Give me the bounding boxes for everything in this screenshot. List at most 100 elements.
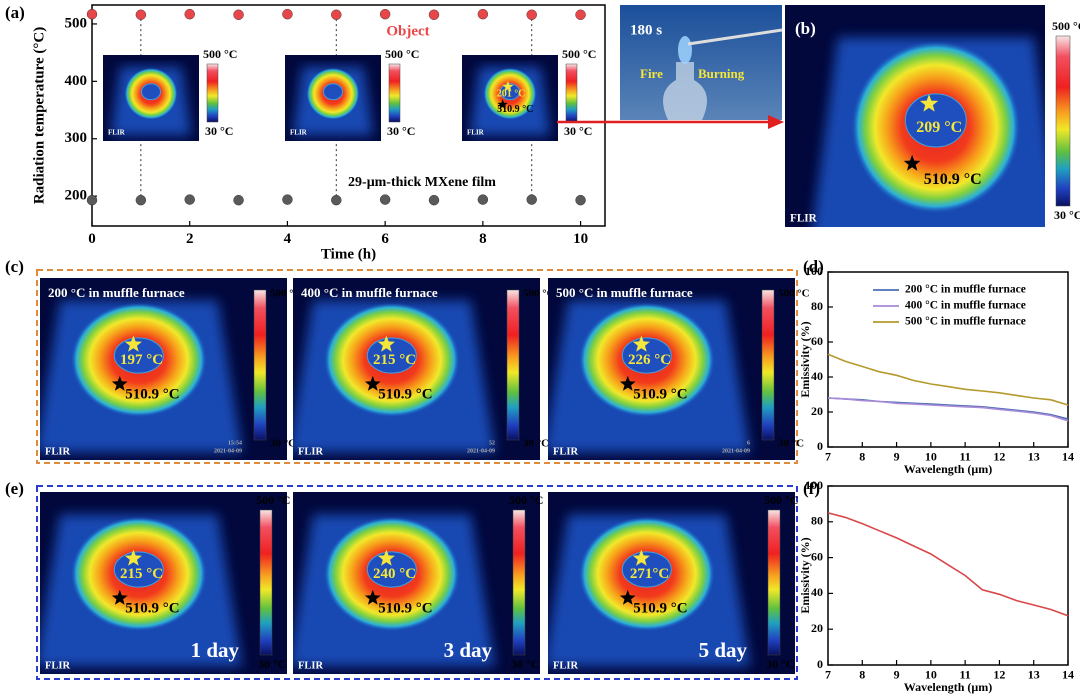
color-bar bbox=[253, 289, 267, 441]
x-tick-label: 14 bbox=[1062, 668, 1074, 682]
edge-temperature: 510.9 °C bbox=[378, 387, 432, 403]
center-temperature: 209 °C bbox=[916, 119, 962, 136]
x-tick-label: 9 bbox=[894, 668, 900, 682]
star-marker bbox=[903, 154, 921, 171]
camera-brand: FLIR bbox=[298, 660, 324, 671]
time-stamp: 2021-04-09 bbox=[467, 448, 495, 454]
data-point bbox=[135, 9, 147, 20]
star-marker bbox=[364, 589, 381, 605]
panel-label: (b) bbox=[795, 19, 816, 38]
flame bbox=[678, 36, 692, 64]
legend-label: 400 °C in muffle furnace bbox=[905, 300, 1026, 312]
data-point bbox=[233, 9, 244, 20]
series-annotation: 29-μm-thick MXene film bbox=[348, 175, 496, 190]
thermal-center bbox=[366, 337, 417, 374]
x-tick-label: 12 bbox=[993, 450, 1005, 464]
thermal-center bbox=[113, 337, 164, 374]
x-tick-label: 7 bbox=[825, 450, 831, 464]
color-bar-min: 30 °C bbox=[205, 124, 233, 138]
x-tick-label: 14 bbox=[1062, 450, 1074, 464]
star-marker bbox=[111, 375, 128, 391]
thermal-center bbox=[621, 337, 672, 374]
camera-brand: FLIR bbox=[298, 446, 324, 457]
data-point bbox=[477, 8, 489, 20]
center-temperature: 197 °C bbox=[120, 352, 163, 368]
y-axis-title: Emissivity (%) bbox=[798, 321, 812, 397]
star-marker bbox=[632, 335, 650, 352]
color-bar-max: 500 °C bbox=[764, 493, 798, 507]
y-tick-label: 80 bbox=[811, 299, 823, 313]
edge-temperature: 510.9 °C bbox=[924, 171, 982, 188]
thermal-center bbox=[904, 93, 967, 148]
legend-label: 500 °C in muffle furnace bbox=[905, 316, 1026, 328]
center-temperature: 240 °C bbox=[373, 566, 416, 582]
thermal-image: 209 °C 510.9 °C FLIR bbox=[785, 5, 1045, 227]
color-bar-min: 30 °C bbox=[564, 124, 592, 138]
time-stamp: 2021-04-09 bbox=[214, 448, 242, 454]
panel-label: (a) bbox=[5, 3, 25, 22]
star-marker bbox=[632, 549, 650, 566]
x-tick-label: 10 bbox=[925, 668, 937, 682]
x-tick-label: 8 bbox=[479, 231, 487, 247]
color-bar bbox=[512, 509, 526, 656]
y-tick-label: 40 bbox=[811, 585, 823, 599]
x-tick-label: 7 bbox=[825, 668, 831, 682]
color-bar-max: 500 °C bbox=[203, 47, 237, 61]
edge-temperature: 510.9 °C bbox=[633, 601, 687, 617]
star-marker bbox=[364, 375, 381, 391]
y-tick-label: 80 bbox=[811, 514, 823, 528]
y-tick-label: 100 bbox=[805, 478, 823, 492]
x-tick-label: 13 bbox=[1028, 668, 1040, 682]
y-axis-title: Emissivity (%) bbox=[798, 537, 812, 613]
x-tick-label: 6 bbox=[381, 231, 389, 247]
color-bar-max: 500 °C bbox=[256, 493, 290, 507]
center-temperature: 201 °C bbox=[497, 88, 526, 99]
color-bar-max: 500 °C bbox=[1052, 19, 1080, 33]
data-point bbox=[282, 194, 293, 205]
panel-label: (c) bbox=[5, 257, 24, 276]
image-day: 3 day bbox=[444, 638, 493, 662]
camera-brand: FLIR bbox=[553, 446, 579, 457]
color-bar-max: 500 °C bbox=[562, 47, 596, 61]
x-tick-label: 13 bbox=[1028, 450, 1040, 464]
y-tick-label: 60 bbox=[811, 334, 823, 348]
data-line bbox=[827, 512, 1069, 617]
data-point bbox=[428, 194, 440, 206]
edge-temperature: 510.9 °C bbox=[633, 387, 687, 403]
thermal-image: 197 °C 510.9 °C FLIR 200 °C in muffle furna… bbox=[40, 278, 287, 460]
camera-brand: FLIR bbox=[45, 446, 71, 457]
edge-temperature: 510.9 °C bbox=[378, 601, 432, 617]
x-tick-label: 12 bbox=[993, 668, 1005, 682]
camera-brand: FLIR bbox=[790, 213, 818, 225]
tweezers bbox=[687, 28, 783, 46]
burner-bottle bbox=[663, 62, 707, 120]
data-line bbox=[827, 353, 1069, 406]
color-bar bbox=[761, 289, 775, 441]
x-axis-title: Wavelength (μm) bbox=[904, 462, 992, 476]
data-point bbox=[184, 8, 195, 20]
data-line bbox=[827, 397, 1069, 422]
color-bar bbox=[259, 509, 273, 656]
y-tick-label: 100 bbox=[805, 264, 823, 278]
color-bar-min: 30 °C bbox=[511, 657, 539, 671]
thermal-center bbox=[322, 83, 344, 101]
x-tick-label: 11 bbox=[959, 668, 970, 682]
x-tick-label: 2 bbox=[186, 231, 194, 247]
color-bar bbox=[767, 509, 781, 656]
color-bar-max: 500 °C bbox=[778, 288, 810, 300]
star-marker bbox=[497, 99, 508, 110]
y-tick-label: 200 bbox=[65, 188, 88, 204]
panel-e-frame bbox=[36, 485, 798, 680]
thermal-center bbox=[113, 551, 164, 588]
data-point bbox=[184, 194, 195, 205]
star-marker bbox=[124, 549, 142, 566]
camera-brand: FLIR bbox=[108, 129, 126, 137]
photo-label: Fire bbox=[640, 66, 663, 81]
time-stamp: 6 bbox=[747, 440, 750, 446]
y-tick-label: 20 bbox=[811, 621, 823, 635]
x-tick-label: 0 bbox=[88, 231, 96, 247]
star-marker bbox=[377, 335, 395, 352]
thermal-image: 215 °C 510.9 °C FLIR 400 °C in muffle furna… bbox=[293, 278, 540, 460]
color-bar bbox=[1055, 35, 1071, 207]
y-tick-label: 500 bbox=[65, 15, 88, 31]
